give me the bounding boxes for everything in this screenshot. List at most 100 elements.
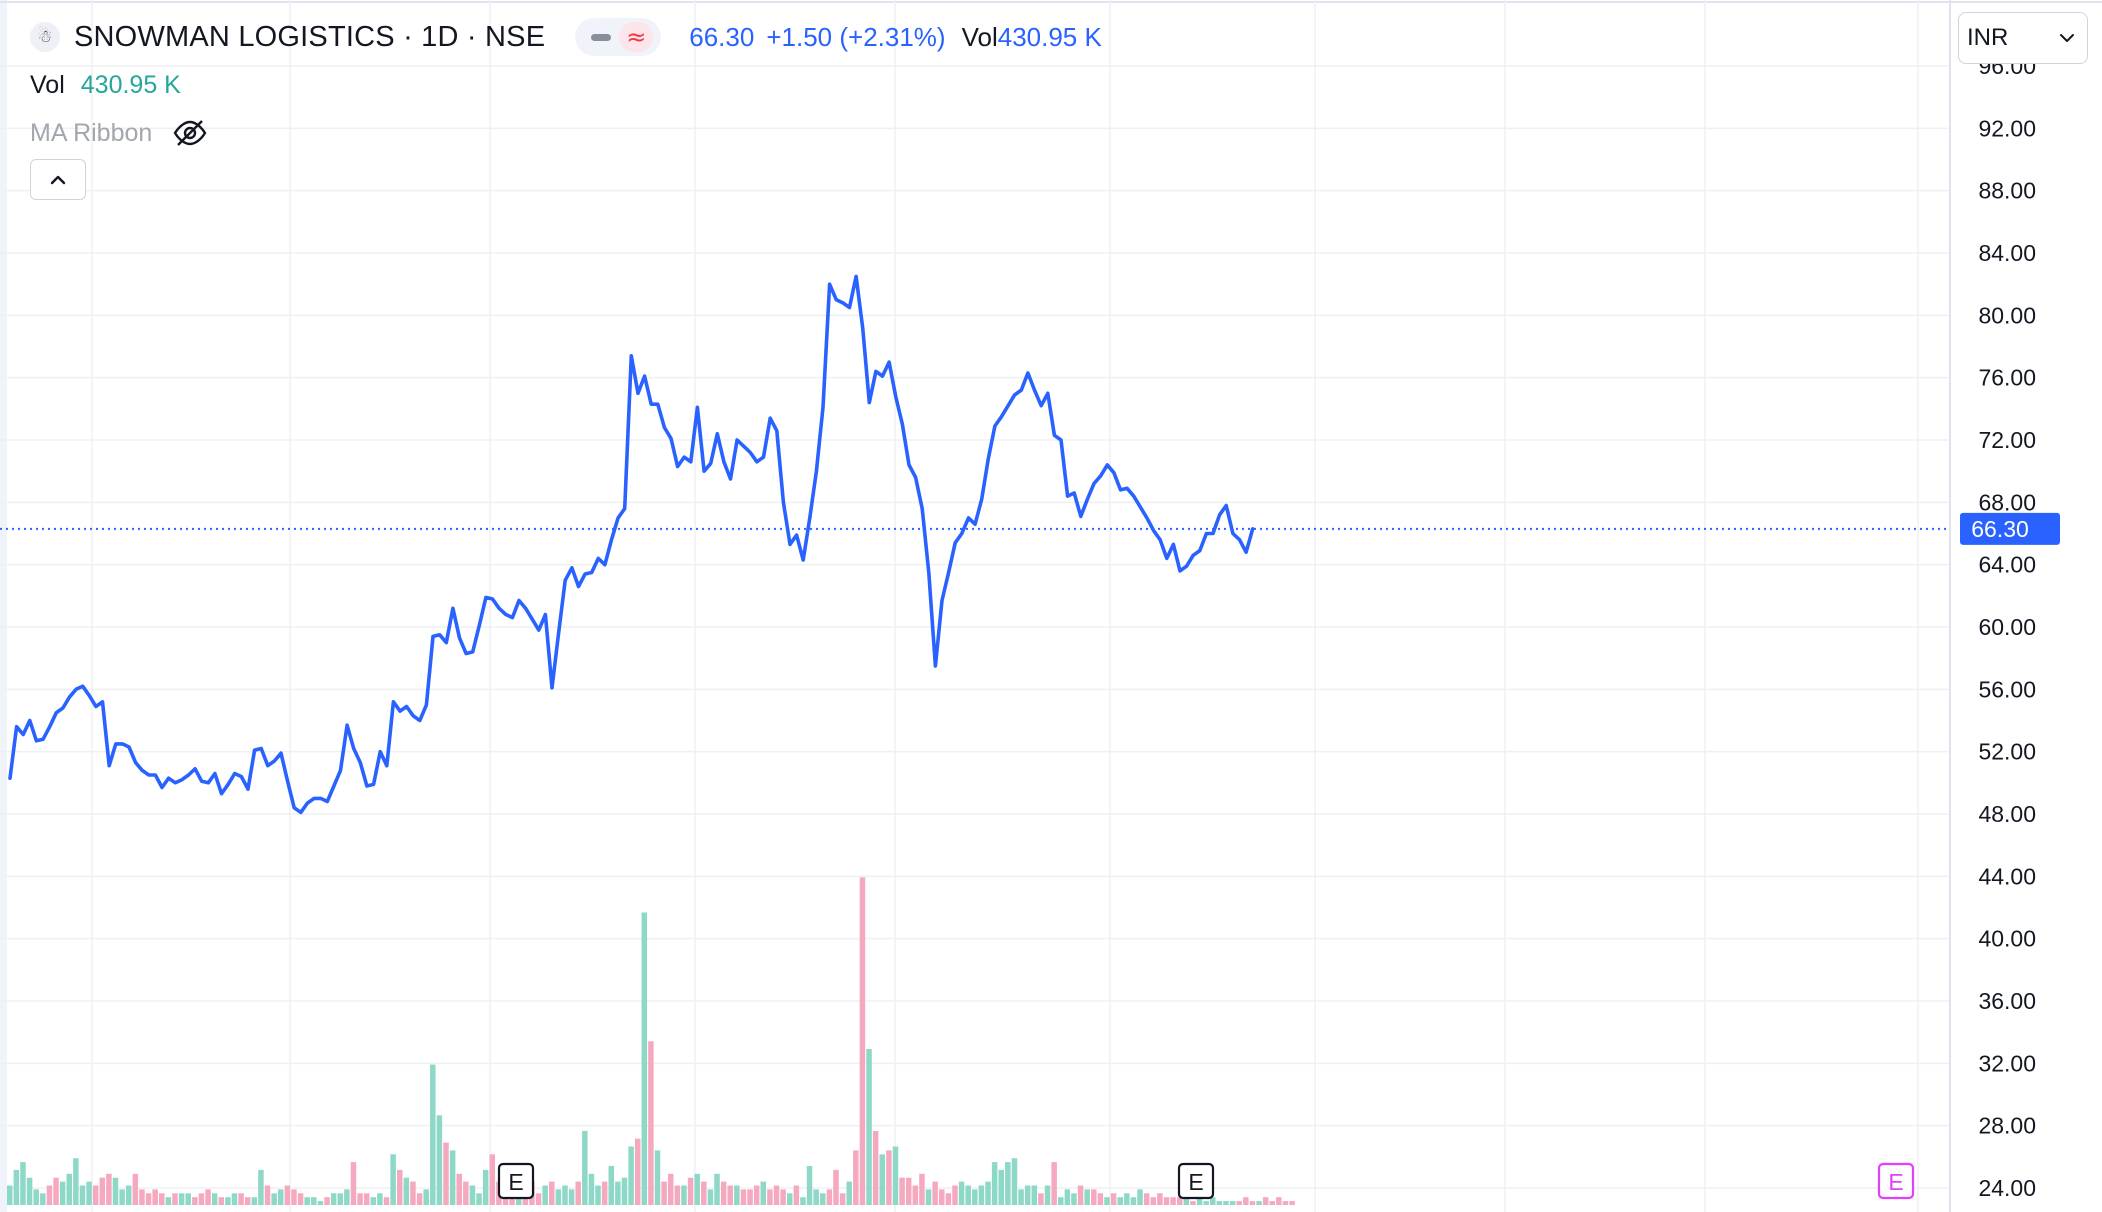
volume-bar	[1269, 1201, 1276, 1205]
volume-bar	[1084, 1189, 1090, 1205]
volume-bar	[1183, 1197, 1190, 1205]
volume-bar	[1163, 1197, 1170, 1205]
volume-bar	[53, 1177, 59, 1205]
volume-bar	[463, 1181, 469, 1205]
volume-bar	[152, 1189, 158, 1205]
volume-bar	[800, 1197, 806, 1205]
volume-bar	[542, 1185, 548, 1205]
volume-bar	[7, 1185, 13, 1205]
volume-bar	[1282, 1201, 1289, 1205]
volume-bar	[125, 1185, 132, 1205]
volume-bar	[1038, 1193, 1044, 1205]
volume-indicator-value: 430.95 K	[80, 70, 181, 99]
volume-bar	[46, 1185, 53, 1205]
volume-bar	[1110, 1193, 1117, 1205]
volume-bar	[145, 1193, 152, 1205]
volume-bar	[1229, 1201, 1236, 1205]
currency-select[interactable]: INR	[1958, 12, 2088, 64]
volume-bar	[1243, 1197, 1249, 1205]
volume-bar	[1044, 1185, 1051, 1205]
volume-bar	[1256, 1201, 1262, 1205]
ma-ribbon-legend[interactable]: MA Ribbon	[30, 115, 208, 151]
currency-value: INR	[1967, 24, 2009, 51]
volume-bar	[244, 1197, 251, 1205]
volume-bar	[820, 1193, 826, 1205]
volume-bar	[238, 1193, 244, 1205]
volume-bar	[965, 1185, 971, 1205]
volume-bar	[317, 1201, 324, 1205]
volume-bar	[211, 1193, 218, 1205]
volume-bar	[760, 1181, 767, 1205]
chevron-down-icon	[2060, 34, 2074, 42]
volume-bar	[449, 1150, 456, 1205]
price-axis[interactable]: 24.00 28.00 32.00 36.00 40.00 44.00 48.00 52.00…	[1978, 53, 2036, 1201]
volume-bar	[1289, 1201, 1295, 1205]
volume-bar	[297, 1193, 304, 1205]
volume-bar	[839, 1193, 846, 1205]
volume-bar	[99, 1177, 106, 1205]
volume-bar	[251, 1197, 258, 1205]
volume-bar	[469, 1185, 476, 1205]
volume-bar	[621, 1177, 628, 1205]
y-tick-label: 92.00	[1978, 115, 2036, 141]
volume-bar	[549, 1181, 555, 1205]
eye-off-icon[interactable]	[172, 118, 208, 148]
volume-bar	[264, 1185, 271, 1205]
legend-tags[interactable]: ≈	[575, 18, 662, 56]
volume-bar	[1223, 1201, 1229, 1205]
volume-bar	[119, 1189, 125, 1205]
volume-bar	[509, 1193, 515, 1205]
volume-bar	[383, 1197, 390, 1205]
volume-histogram	[7, 877, 1295, 1205]
volume-bar	[1097, 1193, 1104, 1205]
volume-bar	[278, 1189, 284, 1205]
y-tick-label: 80.00	[1978, 302, 2036, 328]
volume-bar	[939, 1189, 945, 1205]
volume-bar	[727, 1185, 733, 1205]
volume-bar	[59, 1181, 66, 1205]
volume-bar	[423, 1189, 429, 1205]
volume-bar	[40, 1193, 46, 1205]
volume-bar	[826, 1189, 833, 1205]
volume-bar	[859, 877, 866, 1205]
y-tick-label: 52.00	[1978, 739, 2036, 765]
volume-bar	[582, 1130, 588, 1205]
volume-bar	[608, 1166, 615, 1205]
approx-icon[interactable]: ≈	[619, 22, 654, 52]
volume-bar	[648, 1041, 654, 1205]
volume-bar	[674, 1185, 681, 1205]
volume-bar	[1157, 1193, 1163, 1205]
collapse-legend-button[interactable]	[30, 159, 86, 200]
volume-bar	[231, 1193, 238, 1205]
volume-bar	[1077, 1185, 1084, 1205]
volume-bar	[1104, 1197, 1110, 1205]
volume-bar	[833, 1169, 839, 1205]
volume-bar	[66, 1173, 72, 1205]
volume-bar	[925, 1189, 932, 1205]
volume-bar	[13, 1169, 20, 1205]
volume-bar	[456, 1173, 462, 1205]
legend-vol-label: Vol	[961, 21, 998, 52]
volume-bar	[707, 1189, 714, 1205]
volume-bar	[972, 1189, 978, 1205]
volume-bar	[225, 1197, 231, 1205]
volume-bar	[20, 1162, 26, 1205]
volume-bar	[555, 1189, 562, 1205]
volume-bar	[370, 1197, 377, 1205]
volume-bar	[92, 1185, 99, 1205]
left-border	[0, 0, 7, 1212]
volume-bar	[687, 1177, 694, 1205]
volume-bar	[1190, 1201, 1196, 1205]
volume-bar	[701, 1181, 707, 1205]
volume-bar	[403, 1177, 410, 1205]
volume-bar	[952, 1185, 958, 1205]
symbol-legend[interactable]: ☃ SNOWMAN LOGISTICS · 1D · NSE ≈ 66.30 +…	[30, 14, 1102, 60]
symbol-logo: ☃	[30, 22, 60, 52]
volume-indicator-legend[interactable]: Vol 430.95 K	[30, 68, 181, 102]
symbol-title[interactable]: SNOWMAN LOGISTICS · 1D · NSE	[74, 20, 546, 53]
legend-vol-value: 430.95 K	[997, 21, 1102, 52]
volume-bar	[846, 1181, 852, 1205]
volume-bar	[978, 1185, 985, 1205]
volume-bar	[192, 1197, 198, 1205]
